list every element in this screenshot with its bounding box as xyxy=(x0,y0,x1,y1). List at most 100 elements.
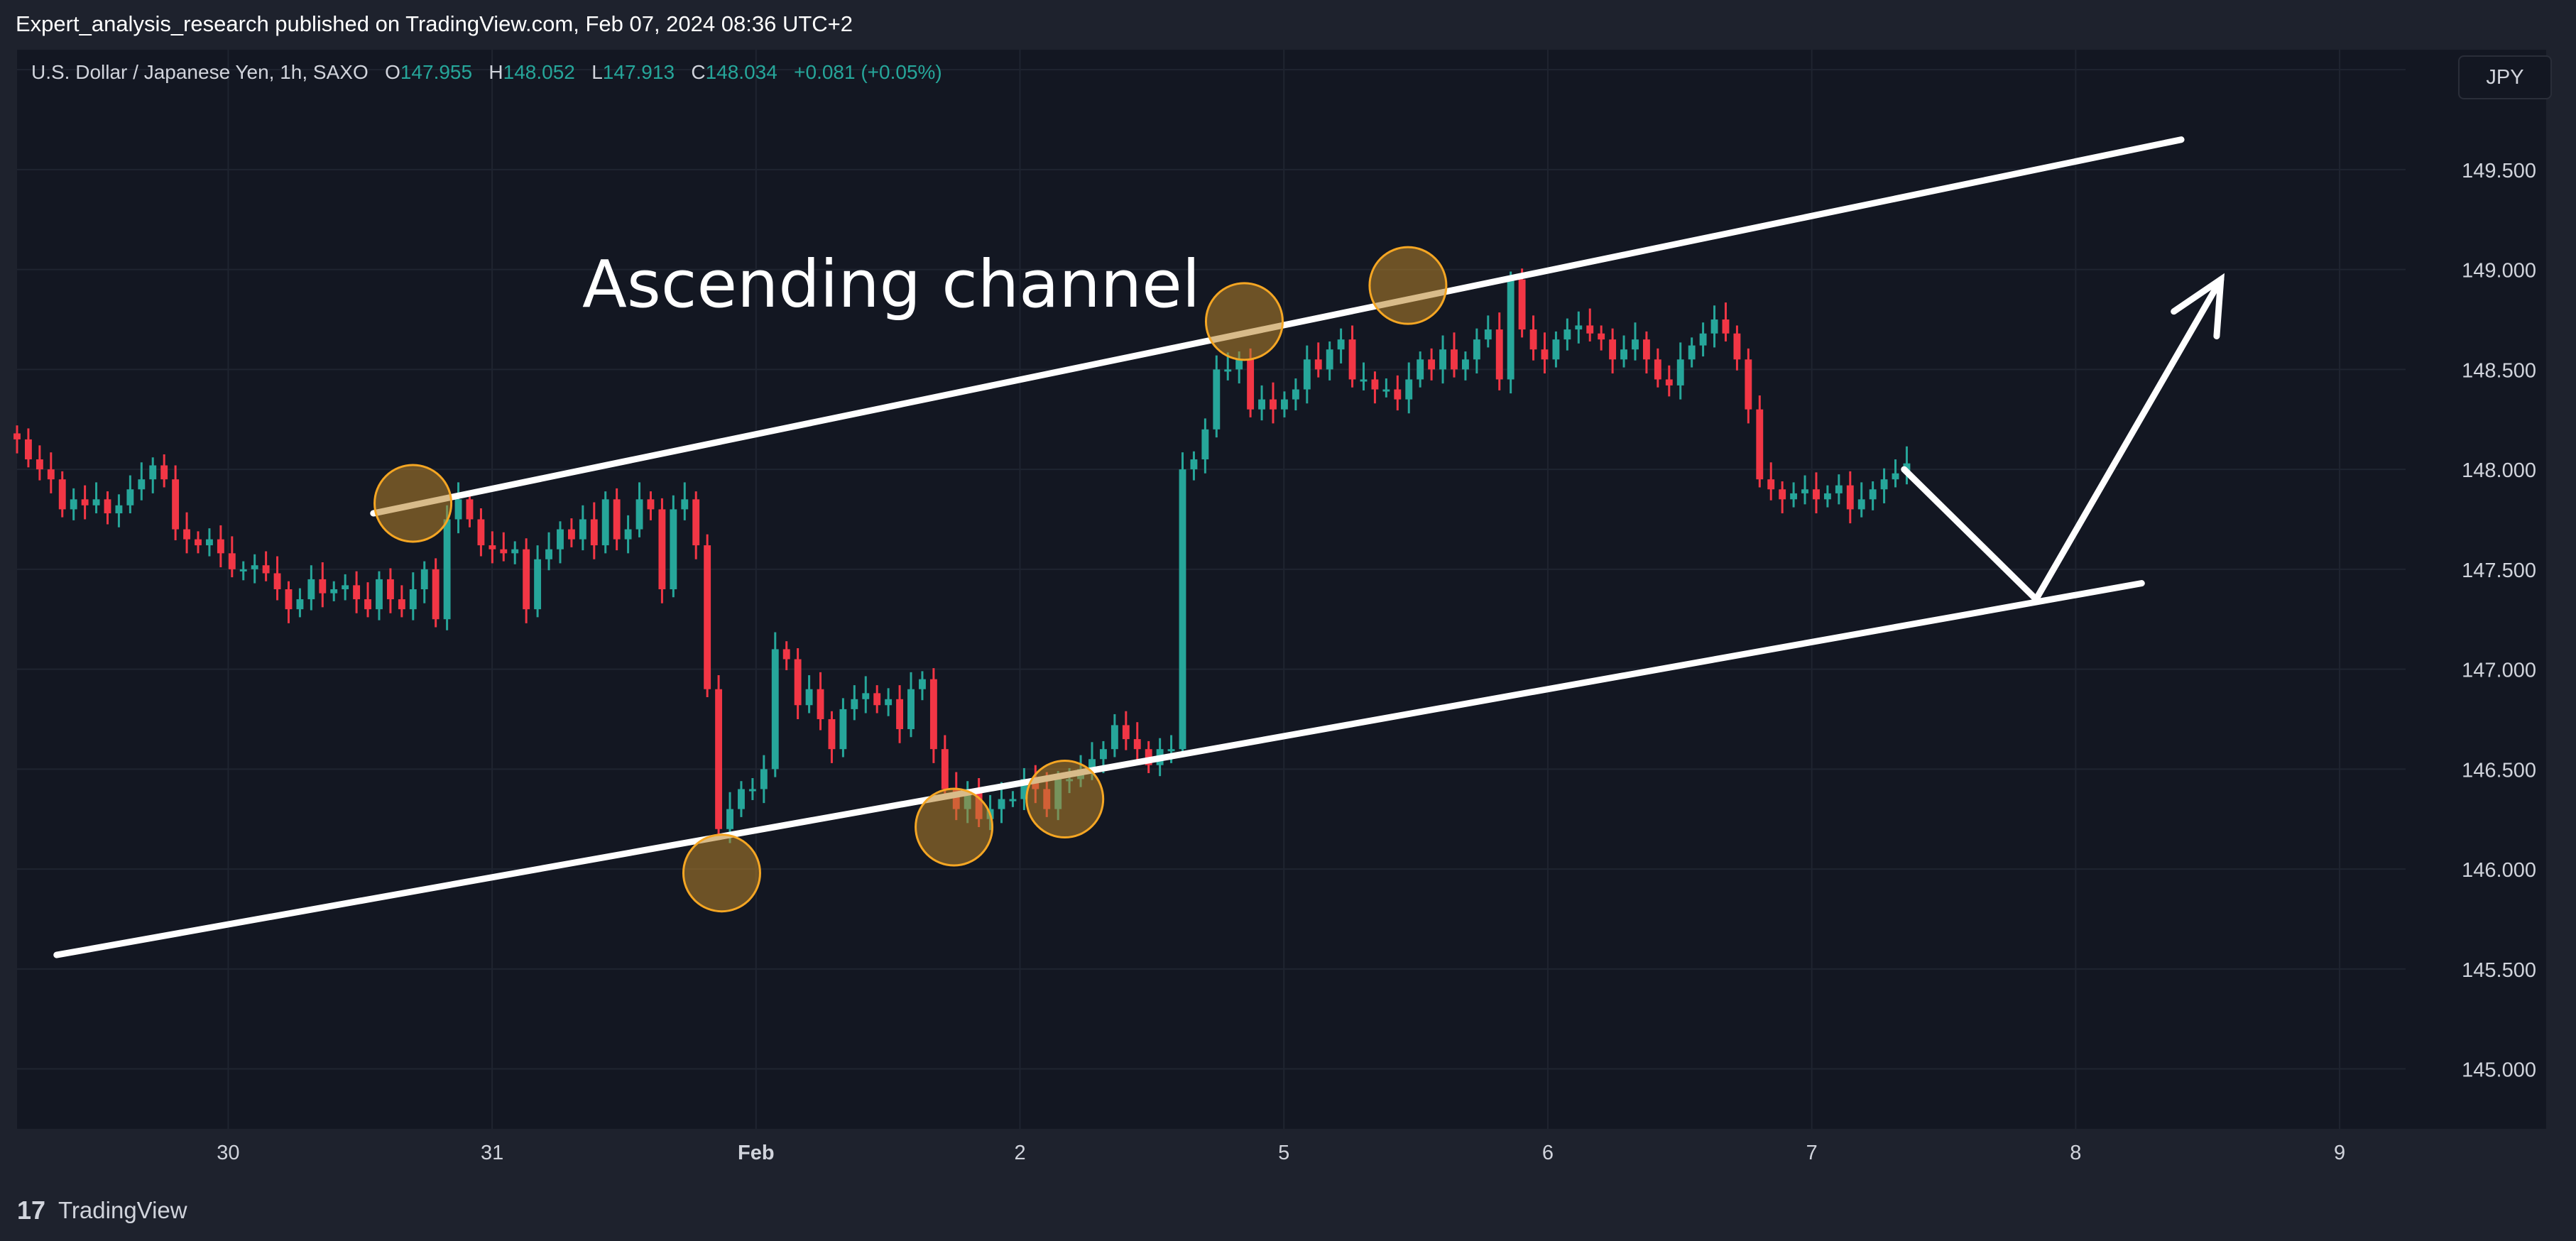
candle-body xyxy=(523,549,530,610)
candle-body xyxy=(172,479,180,530)
projection-path xyxy=(1901,276,2225,605)
candle-body xyxy=(160,465,168,480)
candle-body xyxy=(1529,329,1537,350)
candle-body xyxy=(613,499,621,540)
candle-body xyxy=(1598,333,1605,340)
price-tick-label: 149.500 xyxy=(2462,160,2536,182)
time-tick-label: 8 xyxy=(2070,1142,2081,1164)
time-tick-label: 6 xyxy=(1542,1142,1554,1164)
price-tick-label: 148.500 xyxy=(2462,359,2536,382)
candle-body xyxy=(1303,359,1311,390)
time-tick-label: 9 xyxy=(2334,1142,2345,1164)
candle-body xyxy=(1495,329,1503,380)
candle-body xyxy=(432,569,440,620)
candle-body xyxy=(353,585,361,600)
change-value: +0.081 (+0.05%) xyxy=(794,61,942,83)
time-tick-label: 30 xyxy=(217,1142,239,1164)
candle-body xyxy=(364,599,371,610)
candle-body xyxy=(285,589,293,610)
time-axis[interactable]: 30 31 Feb 2 5 6 7 8 9 xyxy=(217,1142,2345,1164)
candle-body xyxy=(13,433,21,439)
publish-header: Expert_analysis_research published on Tr… xyxy=(0,0,2576,50)
symbol-title[interactable]: U.S. Dollar / Japanese Yen, 1h, SAXO xyxy=(31,61,369,83)
projection-arrow-head xyxy=(2171,273,2225,339)
candle-body xyxy=(601,499,609,546)
candle-body xyxy=(1676,359,1684,386)
candle-body xyxy=(1688,345,1696,360)
time-tick-label: 5 xyxy=(1278,1142,1289,1164)
candle-body xyxy=(1417,359,1424,380)
candle-body xyxy=(138,479,146,490)
price-tick-label: 145.000 xyxy=(2462,1059,2536,1082)
touch-point-markers xyxy=(373,246,1448,913)
candle-body xyxy=(262,565,270,574)
candle-body xyxy=(1575,325,1583,330)
candle-body xyxy=(1857,499,1865,510)
candle-body xyxy=(273,573,281,589)
candle-body xyxy=(1507,279,1515,380)
candle-body xyxy=(1552,339,1560,360)
candle-body xyxy=(1258,399,1265,410)
candle-body xyxy=(1892,473,1899,480)
candle-body xyxy=(1280,399,1288,410)
candle-body xyxy=(1270,399,1277,410)
close-value: 148.034 xyxy=(705,61,777,83)
candle-body xyxy=(782,649,790,660)
candle-body xyxy=(545,549,552,559)
tradingview-logo-icon: 17 xyxy=(17,1196,46,1225)
candle-body xyxy=(670,509,677,589)
currency-button[interactable]: JPY xyxy=(2458,55,2552,99)
candle-body xyxy=(624,529,632,540)
candle-body xyxy=(929,679,937,750)
candle-body xyxy=(251,565,258,569)
touch-point-marker xyxy=(682,833,761,913)
candle-body xyxy=(511,549,519,554)
candle-body xyxy=(1190,459,1198,470)
candle-body xyxy=(398,599,405,610)
annotation-text[interactable]: Ascending channel xyxy=(582,246,1200,322)
candle-body xyxy=(1122,725,1130,740)
candle-body xyxy=(1869,489,1877,500)
candle-body xyxy=(466,499,474,520)
candle-body xyxy=(1722,319,1730,334)
candle-body xyxy=(330,589,338,594)
candle-body xyxy=(794,659,802,706)
candle-body xyxy=(534,559,542,610)
candle-body xyxy=(342,585,349,589)
candle-body xyxy=(489,545,496,550)
candle-body xyxy=(1823,493,1831,500)
time-tick-label: 2 xyxy=(1014,1142,1025,1164)
candle-body xyxy=(24,439,32,460)
touch-point-marker xyxy=(1025,760,1105,839)
candle-body xyxy=(81,499,89,505)
candle-body xyxy=(771,649,779,770)
candle-body xyxy=(998,799,1005,809)
candle-body xyxy=(726,809,733,829)
candle-body xyxy=(760,769,768,789)
candle-body xyxy=(1371,379,1379,390)
candle-body xyxy=(500,549,508,554)
touch-point-marker xyxy=(915,787,994,867)
candle-body xyxy=(115,505,123,514)
candle-body xyxy=(149,465,157,480)
candle-body xyxy=(1394,389,1402,400)
touch-point-marker xyxy=(1204,282,1284,361)
attribution-text: Expert_analysis_research published on Tr… xyxy=(16,11,853,36)
candle-body xyxy=(1009,799,1017,802)
candle-body xyxy=(1088,759,1096,770)
candle-body xyxy=(1620,349,1627,360)
tradingview-logo[interactable]: 17 TradingView xyxy=(17,1191,287,1227)
candle-body xyxy=(941,749,949,789)
candle-body xyxy=(296,599,304,610)
ohlc-legend: U.S. Dollar / Japanese Yen, 1h, SAXO O14… xyxy=(31,61,942,84)
candle-body xyxy=(1428,359,1436,370)
candle-body xyxy=(1473,339,1480,360)
candle-body xyxy=(896,699,904,730)
candle-body xyxy=(1326,349,1333,370)
candle-body xyxy=(704,545,711,689)
candle-body xyxy=(567,529,575,540)
candle-body xyxy=(647,499,655,510)
candle-body xyxy=(420,569,428,589)
candle-body xyxy=(1110,725,1118,750)
